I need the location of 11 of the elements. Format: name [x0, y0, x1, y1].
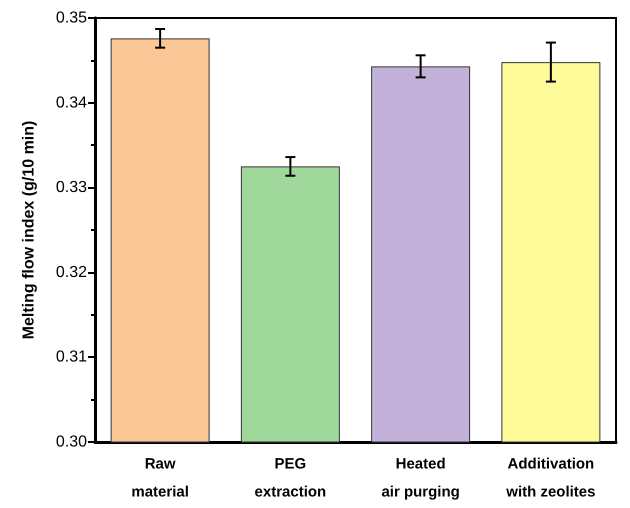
- x-tick-label: Additivation with zeolites: [505, 456, 596, 500]
- y-tick-label: 0.35: [56, 10, 88, 26]
- y-tick-label: 0.31: [56, 348, 88, 366]
- y-tick-label: 0.30: [56, 434, 88, 450]
- x-tick-label: PEG extraction: [254, 456, 326, 500]
- x-tick-label: Heated air purging: [381, 456, 460, 500]
- y-tick-label: 0.32: [56, 264, 88, 281]
- y-axis-title: Melting flow index (g/10 min): [20, 120, 38, 340]
- y-tick-label: 0.34: [56, 94, 88, 112]
- x-tick-label: Raw material: [131, 456, 189, 500]
- y-tick-label: 0.33: [56, 179, 88, 196]
